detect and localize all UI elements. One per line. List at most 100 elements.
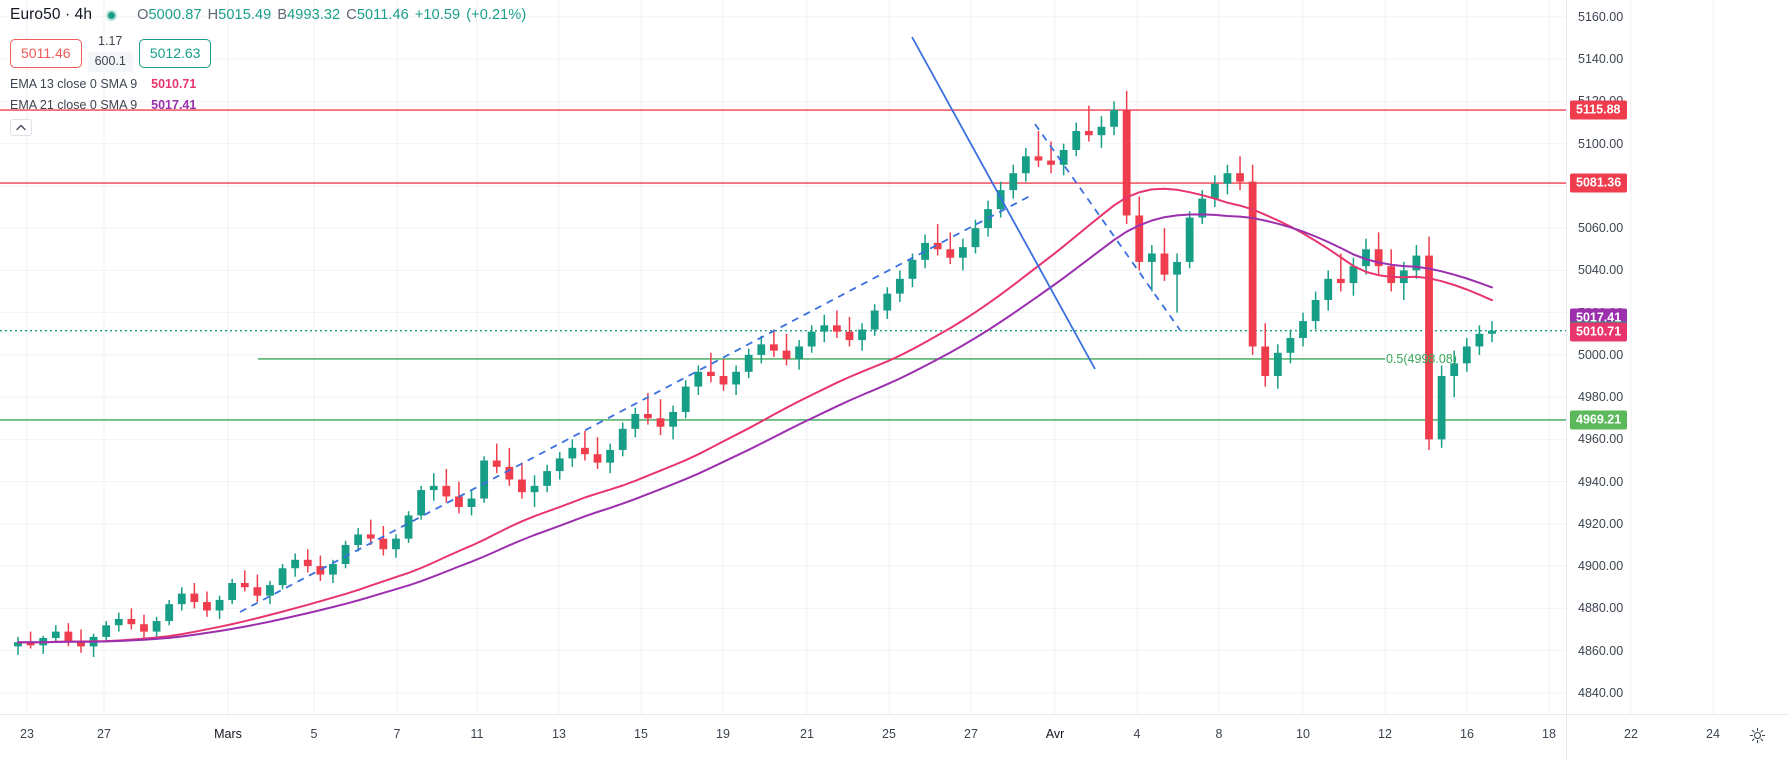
candle-body xyxy=(505,466,514,480)
candle-body xyxy=(820,325,829,332)
candle-body xyxy=(140,624,148,632)
candle-body xyxy=(1299,321,1307,338)
candle-body xyxy=(782,350,791,360)
time-axis[interactable]: 23 27 Mars 5 7 11 13 15 19 21 25 27 Avr 4 8 10 12 16 18 22 2… xyxy=(0,714,1789,760)
candle-body xyxy=(769,344,778,351)
candle-body xyxy=(492,460,501,467)
candle-body xyxy=(656,418,665,427)
price-tag-resistance-low[interactable]: 5081.36 xyxy=(1570,173,1628,193)
ohlc-bid-label: B xyxy=(277,7,288,23)
gear-icon xyxy=(1749,727,1765,743)
time-axis-tick: 18 xyxy=(1542,727,1556,741)
candle-body xyxy=(429,485,438,491)
candle-body xyxy=(392,538,400,550)
symbol-title[interactable]: Euro50 · 4h xyxy=(10,6,93,23)
candle-body xyxy=(1425,255,1433,440)
candle-body xyxy=(870,310,879,330)
candle-body xyxy=(127,618,136,625)
candle-body xyxy=(883,293,892,311)
candle-body xyxy=(958,247,967,258)
chart-price-lines xyxy=(0,109,1566,421)
candle-body xyxy=(266,585,274,596)
price-tag-support[interactable]: 4969.21 xyxy=(1570,410,1628,430)
ohlc-open-value: 5000.87 xyxy=(148,7,202,23)
candle-body xyxy=(832,325,841,332)
time-axis-tick: 12 xyxy=(1378,727,1392,741)
candle-body xyxy=(593,454,602,463)
candle-body xyxy=(26,642,35,646)
trendline xyxy=(911,36,1096,370)
chart-settings-button[interactable] xyxy=(1747,725,1767,745)
candle-body xyxy=(1135,215,1144,262)
ohlc-high-label: H xyxy=(207,7,219,23)
candle-body xyxy=(354,534,363,546)
candlestick-series xyxy=(14,90,1496,657)
ohlc-bid-value: 4993.32 xyxy=(287,7,341,23)
candle-body xyxy=(1273,352,1282,377)
price-tag-ema13[interactable]: 5010.71 xyxy=(1570,322,1628,342)
buy-ask-button[interactable]: 5012.63 xyxy=(138,38,212,68)
candle-body xyxy=(329,564,337,575)
time-axis-tick: 25 xyxy=(882,727,896,741)
ohlc-high-value: 5015.49 xyxy=(218,7,272,23)
candle-body xyxy=(618,428,627,450)
candle-body xyxy=(1223,173,1232,184)
candle-body xyxy=(1261,346,1270,377)
candle-body xyxy=(1387,266,1396,284)
candle-body xyxy=(1122,109,1131,216)
trendline xyxy=(1034,123,1181,331)
sell-bid-button[interactable]: 5011.46 xyxy=(10,38,82,68)
quote-row: 5011.46 1.17 600.1 5012.63 xyxy=(10,33,526,73)
axis-corner-divider xyxy=(1566,715,1567,760)
candle-body xyxy=(795,346,803,360)
indicator-row-ema13[interactable]: EMA 13 close 0 SMA 9 5010.71 xyxy=(10,73,526,94)
candle-body xyxy=(240,583,249,588)
time-axis-tick: 27 xyxy=(964,727,978,741)
candle-body xyxy=(14,642,22,647)
ohlc-change-percent: (+0.21%) xyxy=(466,7,527,23)
indicator-row-ema21[interactable]: EMA 21 close 0 SMA 9 5017.41 xyxy=(10,94,526,115)
time-axis-tick: 16 xyxy=(1460,727,1474,741)
live-status-dot-icon xyxy=(106,9,118,21)
time-axis-tick: 21 xyxy=(800,727,814,741)
candle-body xyxy=(203,602,211,611)
candle-body xyxy=(1173,261,1181,275)
trendline xyxy=(239,195,1031,613)
time-axis-tick: 10 xyxy=(1296,727,1310,741)
legend-symbol-row: Euro50 · 4h O5000.87 H5015.49 B4993.32 C501… xyxy=(10,4,526,26)
time-axis-tick: Mars xyxy=(214,727,242,741)
candle-body xyxy=(114,618,123,626)
chevron-up-icon xyxy=(16,124,26,131)
candle-body xyxy=(1110,109,1118,127)
ohlc-readout: O5000.87 H5015.49 B4993.32 C5011.46 +10.59 (+… xyxy=(137,7,526,23)
candle-body xyxy=(921,242,929,260)
candle-body xyxy=(530,485,539,493)
time-axis-tick: 8 xyxy=(1215,727,1223,741)
candle-body xyxy=(165,604,174,622)
candle-body xyxy=(757,344,766,355)
ohlc-close-label: C xyxy=(346,7,357,23)
candle-body xyxy=(1084,130,1093,136)
collapse-legend-button[interactable] xyxy=(10,119,32,136)
candle-body xyxy=(1210,183,1219,199)
candle-body xyxy=(644,414,652,419)
candle-body xyxy=(190,593,199,603)
candle-body xyxy=(908,259,917,279)
candle-body xyxy=(341,545,350,565)
candle-body xyxy=(719,376,728,385)
candle-body xyxy=(631,414,640,429)
price-tag-resistance-high[interactable]: 5115.88 xyxy=(1570,100,1627,120)
candle-body xyxy=(933,242,942,250)
price-axis-divider xyxy=(1566,0,1567,714)
candle-body xyxy=(1021,156,1030,174)
candle-body xyxy=(895,278,904,294)
candle-body xyxy=(606,449,615,463)
time-axis-tick: 19 xyxy=(716,727,730,741)
candle-body xyxy=(177,593,186,605)
indicator-name-ema21: EMA 21 close 0 SMA 9 xyxy=(10,97,138,112)
time-axis-tick: 11 xyxy=(470,727,484,741)
spread-value: 1.17 xyxy=(98,34,123,49)
candle-body xyxy=(291,559,300,569)
